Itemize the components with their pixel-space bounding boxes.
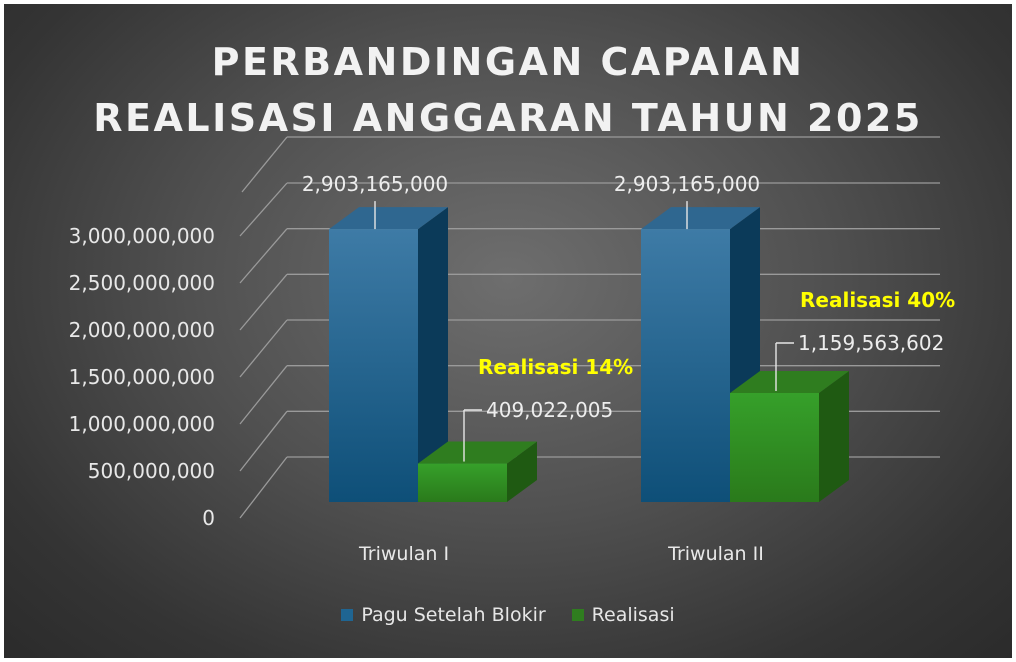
- chart-title: PERBANDINGAN CAPAIAN REALISASI ANGGARAN …: [4, 34, 1012, 146]
- bar-top: [730, 371, 849, 394]
- legend-swatch-pagu: [341, 609, 354, 621]
- gridline-diagonal: [239, 456, 288, 519]
- bars: [329, 207, 849, 503]
- x-axis-ticks: Triwulan I Triwulan II: [358, 543, 764, 565]
- y-tick-label: 1,500,000,000: [69, 365, 215, 389]
- gridline-diagonal: [239, 410, 288, 472]
- data-label-realisasi: 1,159,563,602: [798, 331, 944, 355]
- bar-top: [329, 207, 448, 230]
- gridline-diagonal: [239, 228, 288, 284]
- annotation-label: Realisasi 14%: [478, 355, 633, 379]
- y-tick-label: 500,000,000: [88, 459, 215, 483]
- chart-area: PERBANDINGAN CAPAIAN REALISASI ANGGARAN …: [4, 4, 1012, 658]
- chart-title-line-2: REALISASI ANGGARAN TAHUN 2025: [93, 96, 923, 140]
- data-labels: 2,903,165,000 2,903,165,000 409,022,005 1,1…: [302, 172, 955, 462]
- bar-side: [819, 371, 849, 502]
- legend: Pagu Setelah Blokir Realisasi: [4, 604, 1012, 626]
- chart-title-line-1: PERBANDINGAN CAPAIAN: [211, 40, 805, 84]
- gridline-diagonal: [239, 273, 288, 331]
- y-tick-label: 0: [202, 506, 215, 530]
- y-axis-ticks: 0 500,000,000 1,000,000,000 1,500,000,000 2,…: [69, 224, 215, 530]
- bar-realisasi: [730, 393, 819, 502]
- bar-pagu: [329, 229, 418, 503]
- y-tick-label: 2,000,000,000: [69, 318, 215, 342]
- x-tick-label: Triwulan I: [358, 543, 449, 565]
- gridline-diagonal: [241, 136, 288, 193]
- plot-area: 0 500,000,000 1,000,000,000 1,500,000,000 2,…: [69, 136, 955, 565]
- data-label-pagu: 2,903,165,000: [302, 172, 448, 196]
- data-label-realisasi: 409,022,005: [486, 398, 613, 422]
- legend-swatch-realisasi: [571, 609, 584, 621]
- bar-realisasi: [418, 463, 507, 502]
- bar-side: [418, 207, 448, 503]
- legend-label-realisasi: Realisasi: [591, 604, 675, 626]
- data-label-pagu: 2,903,165,000: [614, 172, 760, 196]
- legend-item-pagu: Pagu Setelah Blokir: [341, 604, 546, 626]
- gridline-diagonal: [239, 182, 288, 237]
- bar-top: [418, 441, 537, 464]
- y-tick-label: 3,000,000,000: [69, 224, 215, 248]
- y-tick-label: 2,500,000,000: [69, 271, 215, 295]
- legend-item-realisasi: Realisasi: [571, 604, 675, 626]
- gridline-diagonal: [239, 365, 288, 425]
- legend-label-pagu: Pagu Setelah Blokir: [361, 604, 546, 626]
- bar-side: [507, 441, 537, 502]
- bar-top: [641, 207, 760, 230]
- gridline-diagonal: [239, 319, 288, 378]
- bar-pagu: [641, 229, 730, 503]
- annotation-label: Realisasi 40%: [800, 288, 955, 312]
- x-tick-label: Triwulan II: [667, 543, 764, 565]
- y-tick-label: 1,000,000,000: [69, 412, 215, 436]
